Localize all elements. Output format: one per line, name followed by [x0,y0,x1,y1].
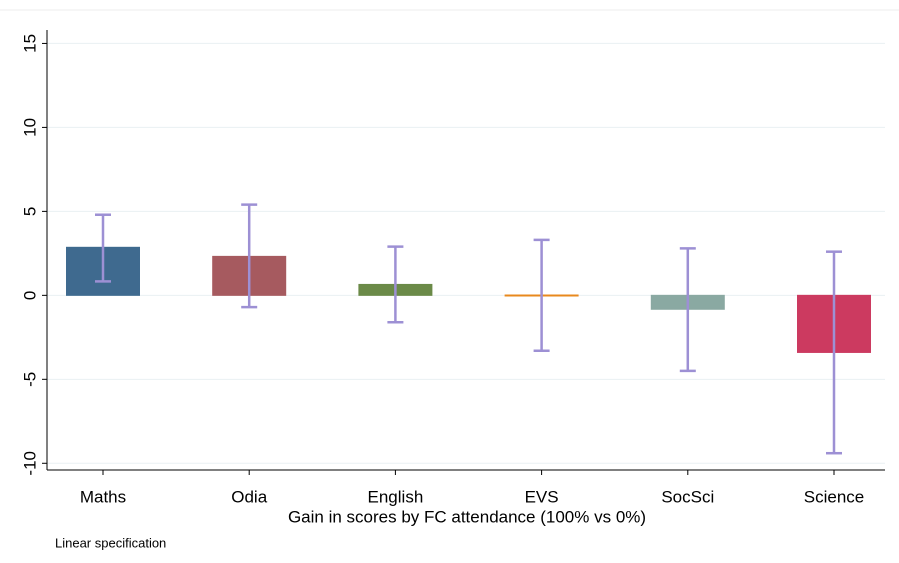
x-tick-label: Odia [231,487,267,506]
y-tick-label: 5 [20,207,39,216]
x-tick-label: EVS [525,487,559,506]
x-tick-label: SocSci [661,487,714,506]
y-tick-label: 15 [20,34,39,53]
error-bar [679,247,696,373]
error-bar [241,203,258,309]
y-tick-label: -5 [20,372,39,387]
error-bar [533,238,550,353]
x-tick-label: English [368,487,424,506]
y-tick-label: 10 [20,118,39,137]
y-tick-label: -10 [20,451,39,476]
error-bar [95,213,111,283]
x-axis-title: Gain in scores by FC attendance (100% vs… [288,507,646,526]
error-bar [826,250,842,455]
note: Linear specification [55,535,166,550]
y-tick-label: 0 [20,291,39,300]
error-bar [387,245,404,324]
x-tick-label: Maths [80,487,126,506]
x-tick-label: Science [804,487,864,506]
